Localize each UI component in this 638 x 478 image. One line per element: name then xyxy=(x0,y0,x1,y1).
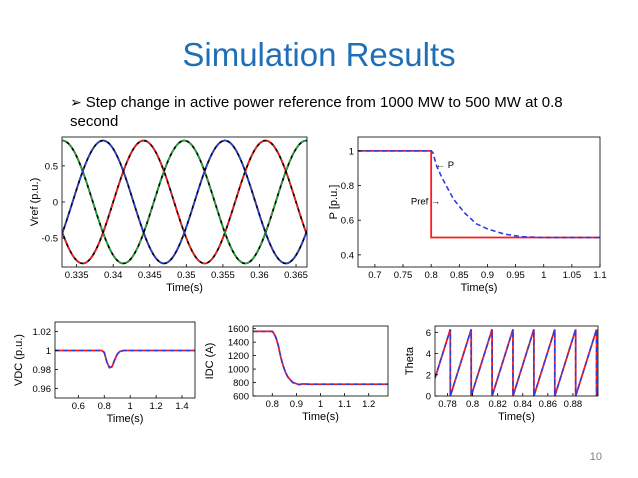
vref-xtick-label: 0.365 xyxy=(284,270,308,281)
vdc-xtick-label: 0.6 xyxy=(72,401,85,412)
power-xtick-label: 1.1 xyxy=(593,270,606,281)
theta-xtick-label: 0.8 xyxy=(466,399,479,410)
power-xtick-label: 0.95 xyxy=(506,270,525,281)
idc-y-axis-label: IDC (A) xyxy=(204,343,216,380)
power-annotation: Pref → xyxy=(411,197,441,208)
theta-series-1 xyxy=(435,329,598,396)
vdc-ytick-label: 0.98 xyxy=(33,365,52,376)
theta-x-axis-label: Time(s) xyxy=(498,411,535,423)
theta-xtick-label: 0.82 xyxy=(488,399,507,410)
power-series-1 xyxy=(358,150,600,239)
idc-xtick-label: 1 xyxy=(318,399,323,410)
vref-series-3 xyxy=(62,139,307,265)
theta-xtick-label: 0.86 xyxy=(539,399,558,410)
power-ytick-label: 0.4 xyxy=(341,250,354,261)
power-xtick-label: 0.85 xyxy=(450,270,469,281)
theta-xtick-label: 0.78 xyxy=(438,399,457,410)
vref-ytick-label: -0.5 xyxy=(42,234,58,245)
page-number: 10 xyxy=(589,451,602,463)
power-xtick-label: 0.7 xyxy=(368,270,381,281)
vdc-ytick-label: 1.02 xyxy=(33,327,52,338)
idc-series-1 xyxy=(253,330,388,386)
idc-ytick-label: 1000 xyxy=(228,365,249,376)
power-plot-frame xyxy=(357,136,601,268)
power-ytick-label: 1 xyxy=(349,146,354,157)
theta-plot-frame xyxy=(434,325,599,397)
slide-title: Simulation Results xyxy=(182,36,456,73)
vdc-xtick-label: 1 xyxy=(128,401,133,412)
idc-ytick-label: 1400 xyxy=(228,338,249,349)
vdc-xtick-label: 1.4 xyxy=(175,401,188,412)
idc-xtick-label: 1.1 xyxy=(338,399,351,410)
power-xtick-label: 0.75 xyxy=(394,270,413,281)
power-xtick-label: 0.8 xyxy=(425,270,438,281)
power-xtick-label: 1.05 xyxy=(563,270,582,281)
vref-xtick-label: 0.335 xyxy=(65,270,89,281)
vdc-series-1 xyxy=(55,349,195,369)
vref-xtick-label: 0.34 xyxy=(104,270,123,281)
vdc-plot-frame xyxy=(54,321,196,399)
vdc-xtick-label: 1.2 xyxy=(150,401,163,412)
bullet-arrow-icon: ➢ xyxy=(70,94,82,110)
vref-xtick-label: 0.35 xyxy=(177,270,196,281)
theta-ytick-label: 2 xyxy=(426,370,431,381)
power-ytick-label: 0.8 xyxy=(341,181,354,192)
vdc-y-axis-label: VDC (p.u.) xyxy=(13,334,25,386)
idc-xtick-label: 0.9 xyxy=(290,399,303,410)
power-x-axis-label: Time(s) xyxy=(461,282,498,294)
idc-x-axis-label: Time(s) xyxy=(302,411,339,423)
power-xtick-label: 0.9 xyxy=(481,270,494,281)
vdc-ytick-label: 1 xyxy=(46,346,51,357)
theta-ytick-label: 4 xyxy=(426,349,431,360)
vref-series-5 xyxy=(62,139,307,265)
vdc-x-axis-label: Time(s) xyxy=(107,413,144,425)
theta-xtick-label: 0.88 xyxy=(564,399,583,410)
vdc-ytick-label: 0.96 xyxy=(33,384,52,395)
vref-ytick-label: 0.5 xyxy=(45,161,58,172)
idc-xtick-label: 1.2 xyxy=(362,399,375,410)
theta-y-axis-label: Theta xyxy=(404,346,416,375)
vref-xtick-label: 0.355 xyxy=(211,270,235,281)
power-y-axis-label: P [p.u.] xyxy=(328,185,340,220)
idc-ytick-label: 600 xyxy=(233,392,249,403)
idc-xtick-label: 0.8 xyxy=(266,399,279,410)
power-ytick-label: 0.6 xyxy=(341,216,354,227)
power-xtick-label: 1 xyxy=(541,270,546,281)
vdc-xtick-label: 0.8 xyxy=(98,401,111,412)
idc-ytick-label: 1600 xyxy=(228,324,249,335)
theta-ytick-label: 6 xyxy=(426,328,431,339)
vref-y-axis-label: Vref (p.u.) xyxy=(29,178,41,227)
power-annotation: ← P xyxy=(436,160,454,171)
vref-xtick-label: 0.345 xyxy=(138,270,162,281)
idc-ytick-label: 800 xyxy=(233,378,249,389)
vref-ytick-label: 0 xyxy=(53,198,58,209)
bullet-label: Step change in active power reference fr… xyxy=(70,94,563,130)
theta-xtick-label: 0.84 xyxy=(514,399,533,410)
vref-xtick-label: 0.36 xyxy=(250,270,269,281)
bullet-text: ➢ Step change in active power reference f… xyxy=(70,93,590,131)
theta-ytick-label: 0 xyxy=(426,392,431,403)
vref-x-axis-label: Time(s) xyxy=(166,282,203,294)
idc-ytick-label: 1200 xyxy=(228,351,249,362)
